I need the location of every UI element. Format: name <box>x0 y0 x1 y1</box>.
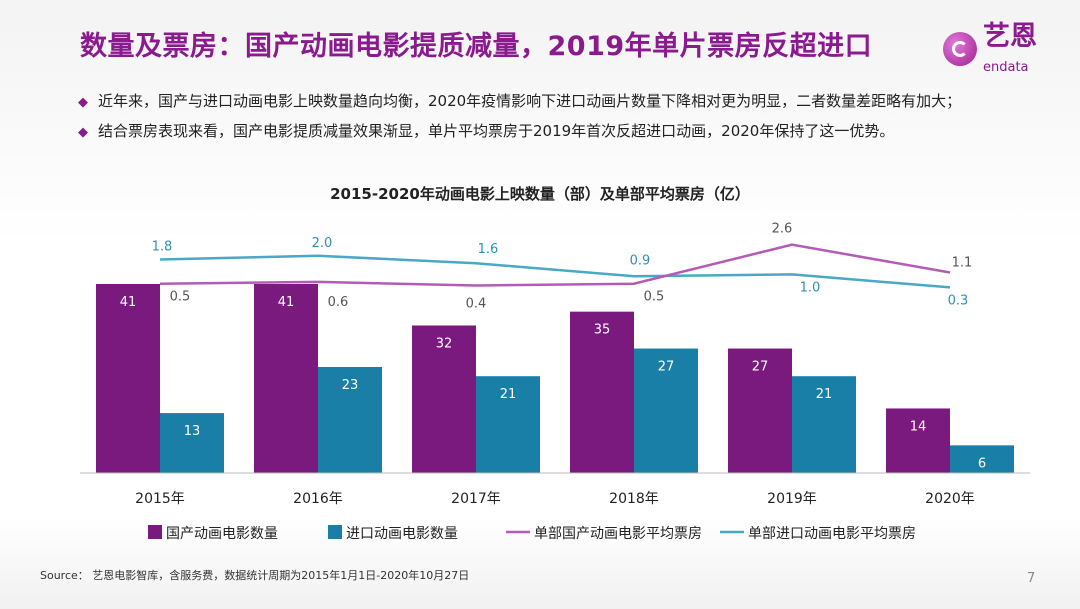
import-line-data-label: 0.3 <box>948 293 969 308</box>
bullet-text: 结合票房表现来看，国产电影提质减量效果渐显，单片平均票房于2019年首次反超进口… <box>98 122 895 140</box>
bullet-list: ◆ 近年来，国产与进口动画电影上映数量趋向均衡，2020年疫情影响下进口动画片数量… <box>78 86 961 146</box>
bar-domestic <box>254 284 318 473</box>
bar-import <box>476 376 540 473</box>
x-tick-label: 2018年 <box>609 491 659 507</box>
bar-data-label: 21 <box>500 387 517 402</box>
domestic-line-data-label: 0.5 <box>170 290 191 305</box>
import-line-data-label: 1.6 <box>478 242 499 257</box>
bar-import <box>634 348 698 473</box>
legend-swatch <box>328 525 342 539</box>
x-tick-label: 2019年 <box>767 491 817 507</box>
bullet-item: ◆ 近年来，国产与进口动画电影上映数量趋向均衡，2020年疫情影响下进口动画片数量… <box>78 86 961 116</box>
logo-text-en: endata <box>983 60 1029 75</box>
line-import <box>159 254 951 289</box>
legend-swatch <box>148 525 162 539</box>
domestic-line-data-label: 0.6 <box>328 295 349 310</box>
x-tick-label: 2017年 <box>451 491 501 507</box>
import-line-data-label: 1.8 <box>152 240 173 255</box>
bar-data-label: 21 <box>816 387 833 402</box>
bullet-text: 近年来，国产与进口动画电影上映数量趋向均衡，2020年疫情影响下进口动画片数量下… <box>98 92 962 110</box>
logo-mark-icon <box>943 32 977 66</box>
bar-data-label: 35 <box>594 323 611 338</box>
bar-domestic <box>728 348 792 473</box>
bar-domestic <box>570 311 634 473</box>
x-tick-label: 2016年 <box>293 491 343 507</box>
bar-data-label: 23 <box>342 378 359 393</box>
logo-text-cn: 艺恩 <box>983 21 1037 52</box>
legend-label: 单部进口动画电影平均票房 <box>748 526 916 542</box>
domestic-line-data-label: 0.5 <box>644 290 665 305</box>
bullet-item: ◆ 结合票房表现来看，国产电影提质减量效果渐显，单片平均票房于2019年首次反超进… <box>78 116 961 146</box>
bar-import <box>950 445 1014 473</box>
bar-import <box>160 413 224 473</box>
bar-data-label: 6 <box>978 456 986 471</box>
import-line-data-label: 0.9 <box>630 253 651 268</box>
diamond-icon: ◆ <box>78 125 88 140</box>
import-line-data-label: 2.0 <box>312 236 333 251</box>
bar-import <box>318 366 382 473</box>
endata-logo: 艺恩 endata <box>943 22 1073 78</box>
bar-data-label: 27 <box>752 360 769 375</box>
bar-data-label: 41 <box>120 295 137 310</box>
import-line-data-label: 1.0 <box>800 280 821 295</box>
legend-label: 单部国产动画电影平均票房 <box>534 526 702 542</box>
legend-label: 进口动画电影数量 <box>346 526 458 542</box>
x-tick-label: 2015年 <box>135 491 185 507</box>
combo-chart: 41 13 2015年 41 23 2016年 32 21 2017年 35 27 2018年 27 21… <box>80 222 1030 542</box>
chart-title: 2015-2020年动画电影上映数量（部）及单部平均票房（亿） <box>330 185 750 203</box>
bar-data-label: 32 <box>436 336 453 351</box>
domestic-line-data-label: 0.4 <box>466 297 487 312</box>
bar-data-label: 27 <box>658 360 675 375</box>
page-number: 7 <box>1027 571 1036 586</box>
x-tick-label: 2020年 <box>925 491 975 507</box>
line-domestic <box>159 243 951 287</box>
bar-data-label: 14 <box>910 419 927 434</box>
legend-label: 国产动画电影数量 <box>166 526 278 542</box>
bar-data-label: 41 <box>278 295 295 310</box>
bar-domestic <box>886 408 950 473</box>
bar-domestic <box>96 284 160 473</box>
page-title: 数量及票房：国产动画电影提质减量，2019年单片票房反超进口 <box>80 31 873 62</box>
diamond-icon: ◆ <box>78 95 88 110</box>
bar-import <box>792 376 856 473</box>
bar-domestic <box>412 325 476 473</box>
bar-data-label: 13 <box>184 424 201 439</box>
domestic-line-data-label: 2.6 <box>772 222 793 237</box>
domestic-line-data-label: 1.1 <box>952 256 973 271</box>
source-note: Source： 艺恩电影智库，含服务费，数据统计周期为2015年1月1日-202… <box>40 569 470 582</box>
